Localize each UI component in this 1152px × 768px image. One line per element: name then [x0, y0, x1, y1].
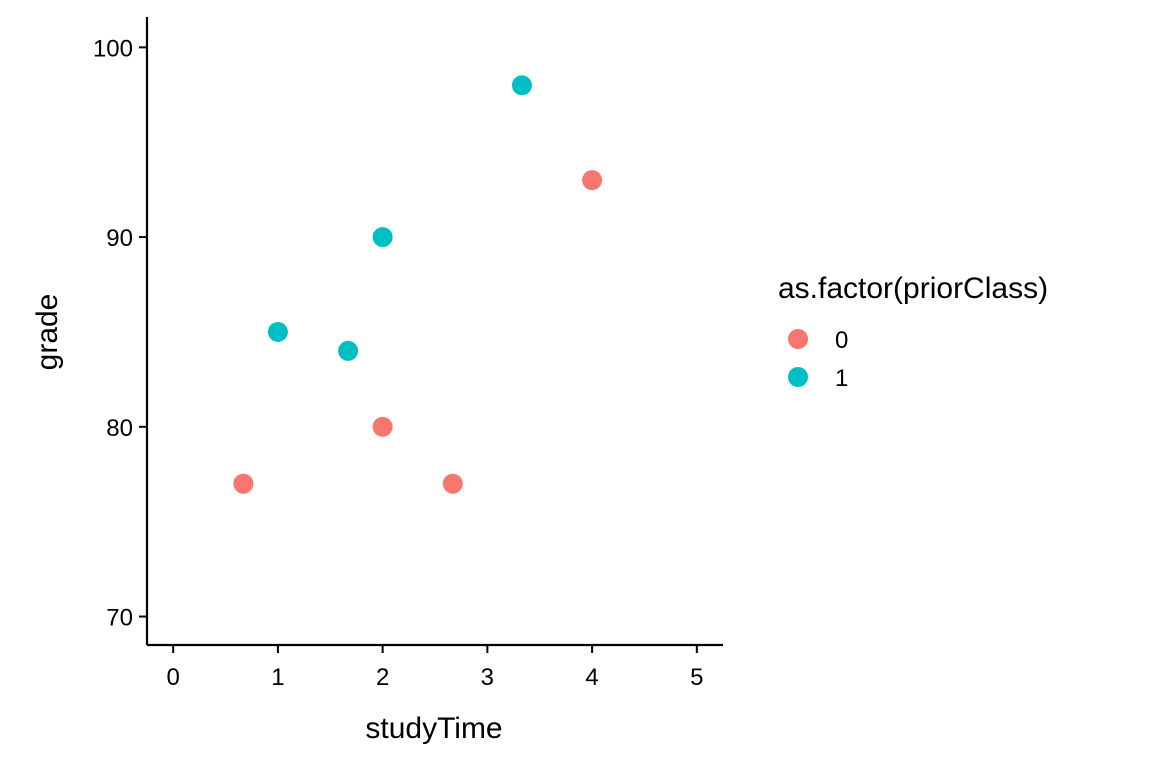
legend-label-0: 0	[835, 327, 848, 354]
legend-label-1: 1	[835, 365, 848, 392]
y-axis-title: grade	[31, 294, 64, 371]
y-tick-label: 100	[93, 35, 133, 62]
y-tick-label: 90	[106, 225, 133, 252]
data-point-series-1	[267, 321, 288, 342]
data-point-series-1	[511, 75, 532, 96]
legend: as.factor(priorClass) 0 1	[778, 272, 1048, 392]
legend-item-1: 1	[788, 365, 848, 392]
x-axis-title: studyTime	[365, 712, 502, 745]
legend-key-1	[788, 367, 808, 387]
data-point-series-0	[582, 170, 603, 191]
data-point-series-0	[233, 473, 254, 494]
x-tick-label: 1	[271, 664, 284, 691]
y-axis-ticks: 70 80 90 100	[93, 35, 147, 632]
data-point-series-0	[442, 473, 463, 494]
legend-title: as.factor(priorClass)	[778, 272, 1048, 305]
x-axis-ticks: 0 1 2 3 4 5	[167, 645, 703, 691]
data-point-series-1	[372, 227, 393, 248]
x-tick-label: 0	[167, 664, 180, 691]
legend-key-0	[788, 329, 808, 349]
y-tick-label: 80	[106, 415, 133, 442]
data-point-series-0	[372, 416, 393, 437]
legend-item-0: 0	[788, 327, 848, 354]
x-tick-label: 4	[585, 664, 598, 691]
y-tick-label: 70	[106, 605, 133, 632]
x-tick-label: 5	[690, 664, 703, 691]
x-tick-label: 2	[376, 664, 389, 691]
data-points	[233, 75, 603, 494]
x-tick-label: 3	[481, 664, 494, 691]
data-point-series-1	[338, 340, 359, 361]
